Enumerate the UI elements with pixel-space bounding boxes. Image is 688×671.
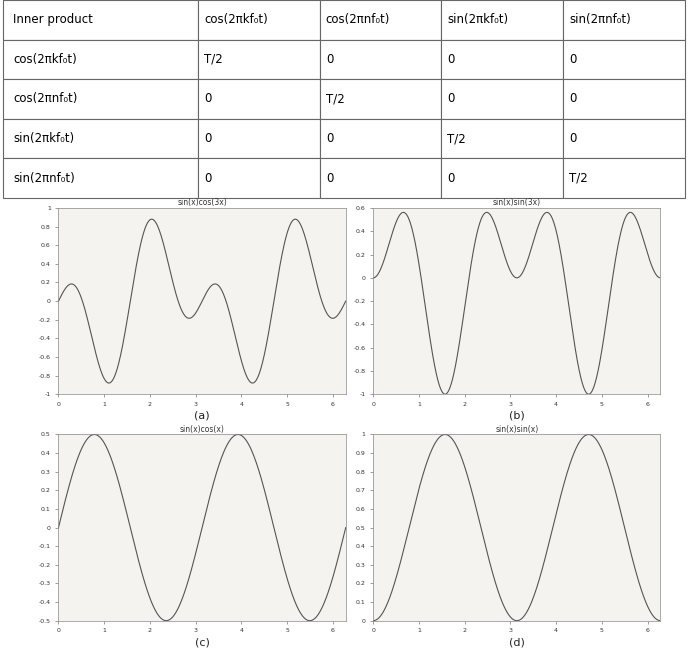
Text: T/2: T/2	[204, 53, 223, 66]
Bar	[563, 40, 685, 79]
Text: T/2: T/2	[569, 172, 588, 185]
Text: 0: 0	[204, 93, 212, 105]
Bar	[563, 79, 685, 119]
Text: 0: 0	[447, 53, 455, 66]
Bar	[320, 40, 442, 79]
Text: 0: 0	[326, 172, 333, 185]
Text: 0: 0	[569, 93, 577, 105]
Bar	[3, 158, 198, 198]
Bar	[442, 119, 563, 158]
Bar	[442, 0, 563, 40]
Bar	[3, 0, 198, 40]
Title: sin(x)sin(x): sin(x)sin(x)	[495, 425, 539, 433]
Text: cos(2πkf₀t): cos(2πkf₀t)	[204, 13, 268, 26]
Bar	[3, 119, 198, 158]
Text: 0: 0	[204, 132, 212, 145]
Text: 0: 0	[447, 93, 455, 105]
Text: Inner product: Inner product	[13, 13, 93, 26]
Text: 0: 0	[447, 172, 455, 185]
Bar	[320, 119, 442, 158]
Text: (b): (b)	[509, 411, 525, 421]
Bar	[563, 158, 685, 198]
Text: cos(2πnf₀t): cos(2πnf₀t)	[13, 93, 78, 105]
Title: sin(x)sin(3x): sin(x)sin(3x)	[493, 198, 541, 207]
Bar	[442, 40, 563, 79]
Title: sin(x)cos(x): sin(x)cos(x)	[180, 425, 224, 433]
Bar	[320, 0, 442, 40]
Text: cos(2πkf₀t): cos(2πkf₀t)	[13, 53, 77, 66]
Bar	[198, 40, 320, 79]
Text: (c): (c)	[195, 637, 210, 648]
Bar	[320, 158, 442, 198]
Text: sin(2πkf₀t): sin(2πkf₀t)	[13, 132, 74, 145]
Text: 0: 0	[569, 132, 577, 145]
Text: 0: 0	[326, 132, 333, 145]
Text: T/2: T/2	[326, 93, 345, 105]
Bar	[442, 79, 563, 119]
Text: 0: 0	[204, 172, 212, 185]
Title: sin(x)cos(3x): sin(x)cos(3x)	[178, 198, 227, 207]
Text: 0: 0	[569, 53, 577, 66]
Text: T/2: T/2	[447, 132, 466, 145]
Text: sin(2πnf₀t): sin(2πnf₀t)	[569, 13, 631, 26]
Bar	[198, 158, 320, 198]
Text: (d): (d)	[509, 637, 525, 648]
Bar	[3, 40, 198, 79]
Bar	[198, 79, 320, 119]
Text: sin(2πnf₀t): sin(2πnf₀t)	[13, 172, 75, 185]
Bar	[198, 0, 320, 40]
Bar	[320, 79, 442, 119]
Bar	[563, 0, 685, 40]
Text: sin(2πkf₀t): sin(2πkf₀t)	[447, 13, 508, 26]
Bar	[442, 158, 563, 198]
Bar	[198, 119, 320, 158]
Bar	[563, 119, 685, 158]
Text: (a): (a)	[194, 411, 210, 421]
Text: 0: 0	[326, 53, 333, 66]
Bar	[3, 79, 198, 119]
Text: cos(2πnf₀t): cos(2πnf₀t)	[326, 13, 390, 26]
